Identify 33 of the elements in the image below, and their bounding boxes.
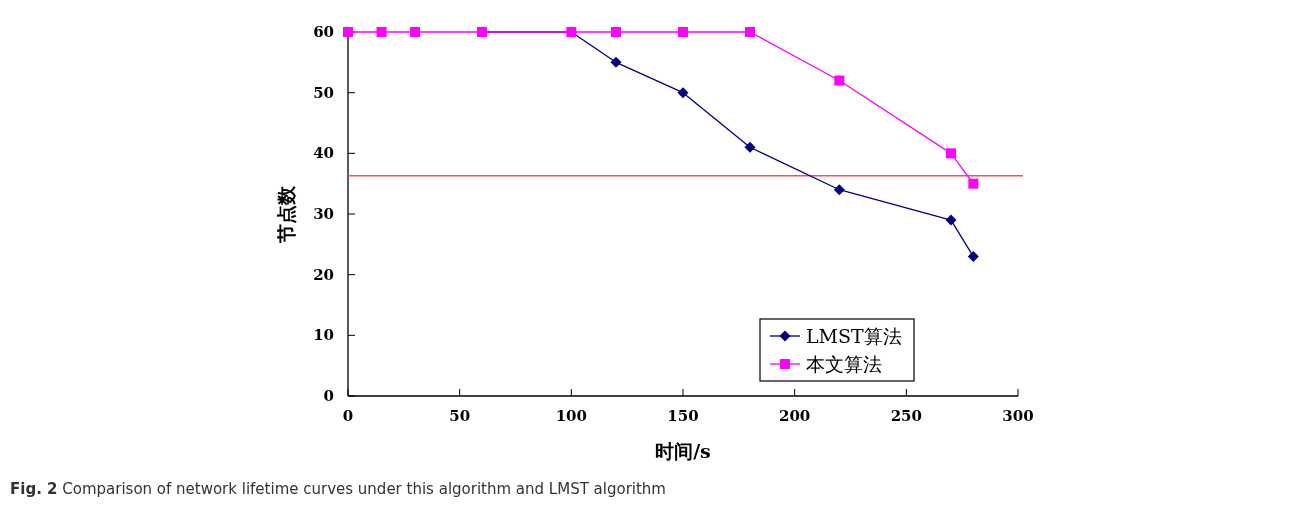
y-tick-label: 40 [313, 144, 334, 163]
point [410, 27, 420, 37]
y-tick-label: 30 [313, 205, 334, 223]
x-tick-label: 100 [555, 407, 587, 425]
x-axis-title: 时间/s [655, 440, 711, 462]
x-tick-label: 300 [1002, 407, 1034, 425]
x-tick-label: 50 [449, 407, 471, 425]
y-tick-label: 20 [313, 265, 334, 284]
y-tick-label: 50 [313, 83, 334, 102]
point [745, 27, 755, 37]
point [677, 87, 689, 99]
point [945, 214, 957, 226]
point [946, 148, 956, 159]
point [967, 250, 979, 262]
point [968, 178, 979, 189]
legend-label: LMST算法 [806, 325, 902, 347]
y-tick-label: 10 [313, 326, 334, 345]
point [744, 141, 756, 153]
point [376, 27, 387, 37]
point [611, 27, 621, 37]
legend-label: 本文算法 [806, 353, 882, 375]
x-tick-label: 150 [667, 407, 699, 425]
point [678, 27, 688, 37]
x-tick-label: 250 [890, 407, 922, 425]
text: Fig. 2 Comparison of network lifetime curves under this algorithm and LMST algorithm [10, 480, 666, 498]
point [610, 56, 622, 68]
y-axis-title: 节点数 [275, 184, 297, 244]
x-tick-label: 0 [342, 407, 354, 425]
y-tick-label: 60 [313, 23, 334, 41]
point [834, 75, 845, 86]
point [833, 184, 845, 196]
x-tick-label: 200 [779, 407, 811, 425]
y-tick-label: 0 [323, 387, 334, 405]
